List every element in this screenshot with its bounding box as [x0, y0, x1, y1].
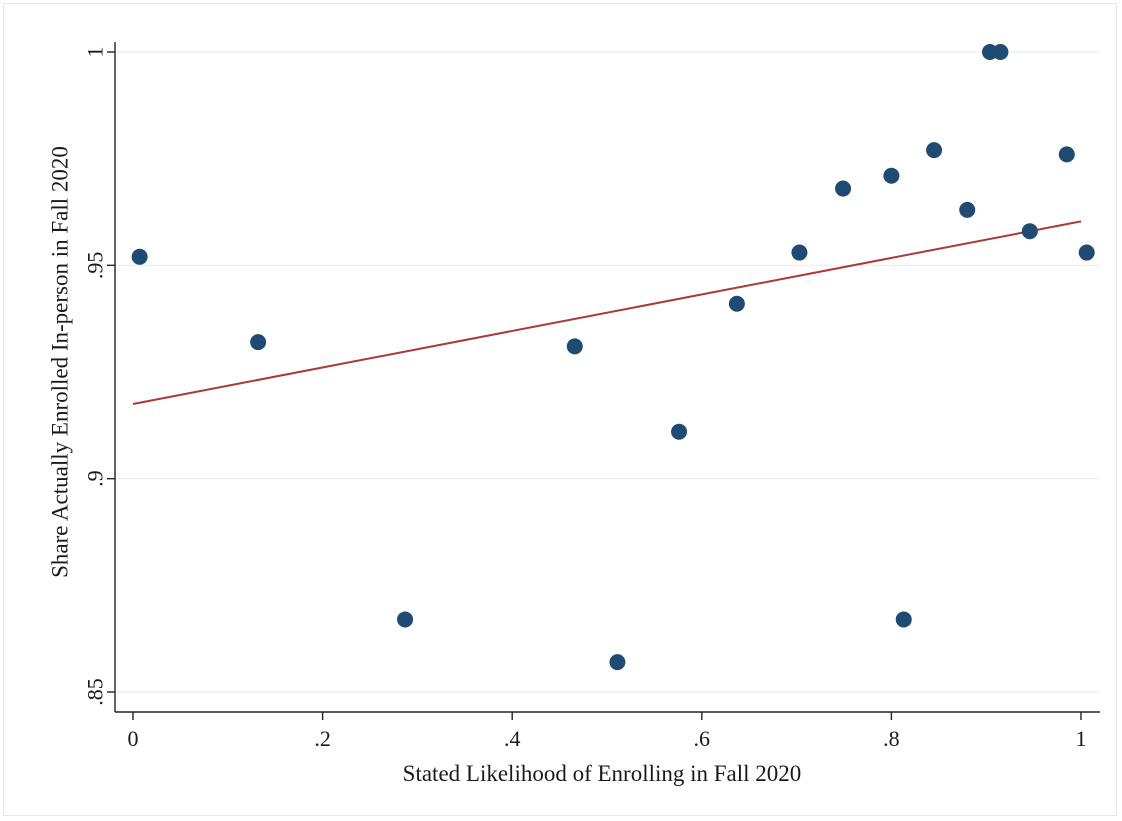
data-point [791, 244, 808, 261]
data-points [131, 44, 1095, 671]
data-point [1021, 223, 1038, 240]
axes [114, 42, 1100, 713]
x-tick-label: .2 [314, 726, 331, 751]
data-point [609, 654, 626, 671]
x-tick-label: 0 [128, 726, 139, 751]
y-tick-label: .85 [83, 678, 108, 706]
y-tick-label: 1 [83, 47, 108, 58]
data-point [131, 248, 148, 265]
gridlines [115, 51, 1100, 693]
x-tick-label: .4 [504, 726, 521, 751]
fit-line [132, 220, 1082, 405]
y-tick-label: .95 [83, 252, 108, 280]
x-tick-label: 1 [1076, 726, 1087, 751]
chart-frame [3, 3, 1117, 816]
data-point [883, 167, 900, 184]
data-point [959, 201, 976, 218]
data-point [926, 142, 943, 159]
x-tick-label: .8 [883, 726, 900, 751]
data-point [728, 295, 745, 312]
data-point [1058, 146, 1075, 163]
data-point [1078, 244, 1095, 261]
y-tick-label: .9 [83, 470, 108, 487]
data-point [397, 611, 414, 628]
y-axis-title: Share Actually Enrolled In-person in Fal… [48, 146, 73, 578]
ticks: .85 .9 .95 1 0 .2 .4 .6 .8 1 [83, 47, 1087, 752]
data-point [671, 423, 688, 440]
data-point [835, 180, 852, 197]
x-tick-label: .6 [694, 726, 711, 751]
data-point [895, 611, 912, 628]
x-axis-title: Stated Likelihood of Enrolling in Fall 2… [403, 761, 802, 786]
data-point [992, 44, 1009, 60]
fit-line-group [132, 220, 1082, 405]
data-point [566, 338, 583, 355]
data-point [250, 334, 267, 351]
